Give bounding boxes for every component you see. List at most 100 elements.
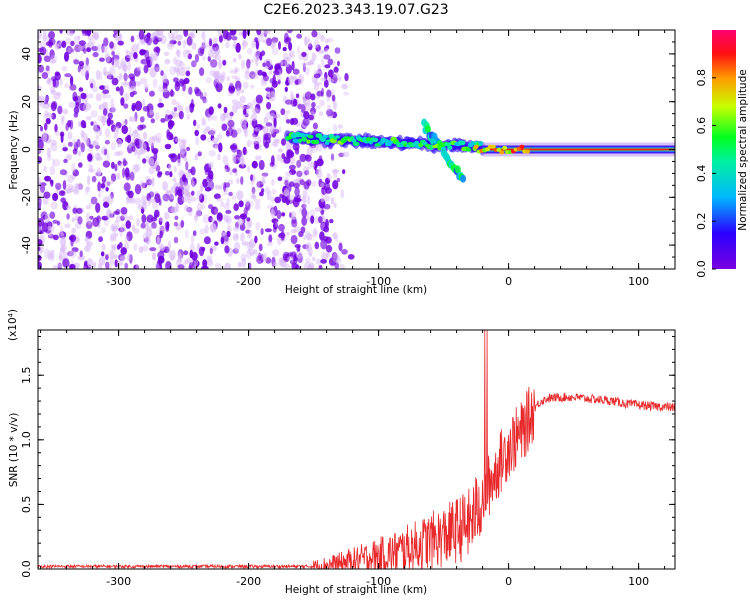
spectrogram-noise-mark — [125, 220, 131, 229]
spectrogram-noise-mark — [93, 120, 98, 131]
spectrogram-noise-mark — [50, 142, 58, 152]
spectrogram-noise-mark — [86, 241, 94, 247]
spectrogram-noise-mark — [77, 35, 81, 41]
spectrogram-noise-mark — [306, 167, 310, 176]
spectrogram-noise-mark — [299, 179, 305, 186]
spectrogram-noise-mark — [84, 236, 91, 245]
spectrogram-noise-mark — [174, 182, 182, 188]
spectrogram-noise-mark — [273, 69, 280, 76]
spectrogram-band-mark — [292, 138, 300, 143]
spectrogram-noise-mark — [154, 63, 160, 73]
spectrogram-noise-mark — [258, 243, 263, 252]
spectrogram-noise-mark — [43, 191, 51, 199]
spectrogram-noise-mark — [97, 181, 102, 192]
spectrogram-noise-mark — [110, 124, 116, 132]
spectrogram-noise-mark — [122, 167, 126, 178]
spectrogram-noise-mark — [185, 229, 189, 239]
spectrogram-noise-mark — [68, 101, 76, 109]
spectrogram-noise-mark — [174, 137, 182, 142]
spectrogram-noise-mark — [133, 243, 138, 251]
spectrogram-noise-mark — [67, 47, 74, 54]
spectrogram-noise-mark — [288, 49, 296, 59]
spectrogram-noise-mark — [111, 51, 115, 56]
spectrogram-noise-mark — [98, 104, 102, 110]
spectrogram-noise-mark — [173, 236, 179, 244]
spectrogram-noise-mark — [171, 99, 177, 106]
x-tick-label: -100 — [366, 575, 391, 588]
spectrogram-noise-mark — [283, 176, 290, 187]
x-tick-label: -300 — [106, 575, 131, 588]
spectrogram-noise-mark — [139, 116, 145, 123]
spectrogram-noise-mark — [250, 194, 257, 199]
spectrogram-noise-mark — [113, 254, 118, 259]
spectrogram-noise-mark — [57, 263, 63, 268]
spectrogram-noise-mark — [59, 169, 67, 176]
spectrogram-noise-mark — [285, 64, 292, 74]
spectrogram-noise-mark — [246, 217, 251, 222]
spectrogram-noise-mark — [187, 207, 193, 217]
spectrogram-noise-mark — [67, 251, 74, 257]
spectrogram-noise-mark — [157, 102, 164, 108]
spectrogram-noise-mark — [101, 45, 109, 54]
spectrogram-noise-mark — [256, 30, 262, 36]
spectrogram-noise-mark — [251, 139, 257, 146]
spectrogram-noise-mark — [163, 88, 169, 93]
spectrogram-noise-mark — [52, 157, 55, 166]
spectrogram-noise-mark — [192, 264, 197, 269]
spectrogram-noise-mark — [49, 211, 56, 219]
spectrogram-noise-mark — [74, 95, 82, 106]
spectrogram-noise-mark — [155, 132, 162, 142]
spectrogram-noise-mark — [239, 89, 245, 94]
spectrogram-noise-mark — [297, 102, 303, 111]
y-tick-label: 0.0 — [20, 560, 33, 578]
y-tick-label: 1.0 — [20, 431, 33, 449]
spectrogram-noise-mark — [188, 86, 193, 96]
spectrogram-noise-mark — [79, 102, 87, 112]
spectrogram-noise-mark — [103, 66, 107, 76]
spectrogram-noise-mark — [311, 30, 318, 38]
spectrogram-noise-mark — [101, 115, 108, 123]
spectrogram-noise-mark — [337, 124, 343, 129]
spectrogram-noise-mark — [126, 134, 132, 144]
spectrogram-noise-mark — [244, 70, 251, 80]
spectrogram-noise-mark — [118, 227, 125, 233]
spectrogram-noise-mark — [106, 181, 111, 186]
spectrogram-noise-mark — [137, 152, 141, 160]
spectrogram-noise-mark — [63, 51, 70, 62]
spectrogram-noise-mark — [301, 51, 307, 58]
spectrogram-noise-mark — [229, 69, 237, 74]
spectrogram-noise-mark — [324, 187, 332, 194]
spectrogram-noise-mark — [243, 108, 247, 116]
spectrogram-noise-mark — [101, 101, 109, 108]
spectrogram-noise-mark — [239, 213, 247, 220]
spectrogram-noise-mark — [164, 51, 170, 57]
spectrogram-noise-mark — [162, 193, 170, 202]
spectrogram-noise-mark — [285, 36, 292, 43]
spectrogram-noise-mark — [234, 241, 241, 252]
spectrogram-noise-mark — [304, 36, 308, 46]
spectrogram-noise-mark — [208, 204, 214, 210]
spectrogram-noise-mark — [110, 141, 116, 151]
spectrogram-noise-mark — [294, 147, 300, 155]
tone-core — [482, 148, 675, 151]
x-tick-label: -100 — [366, 275, 391, 288]
spectrogram-noise-mark — [202, 259, 208, 268]
spectrogram-noise-mark — [312, 122, 318, 130]
spectrogram-noise-mark — [251, 118, 258, 129]
spectrogram-noise-mark — [291, 219, 298, 228]
spectrogram-noise-mark — [117, 172, 121, 180]
x-tick-label: 100 — [628, 275, 649, 288]
spectrogram-noise-mark — [92, 31, 100, 40]
spectrogram-noise-mark — [142, 233, 148, 240]
spectrogram-noise-mark — [70, 48, 74, 53]
spectrogram-noise-mark — [303, 235, 307, 241]
spectrogram-noise-mark — [42, 132, 47, 142]
spectrogram-noise-mark — [150, 162, 158, 170]
spectrogram-noise-mark — [62, 180, 67, 190]
spectrogram-noise-mark — [268, 234, 273, 243]
spectrogram-noise-mark — [242, 146, 247, 156]
spectrogram-noise-mark — [78, 87, 84, 92]
spectrogram-noise-mark — [237, 218, 244, 226]
spectrogram-noise-mark — [124, 54, 131, 62]
spectrogram-noise-mark — [83, 63, 88, 70]
